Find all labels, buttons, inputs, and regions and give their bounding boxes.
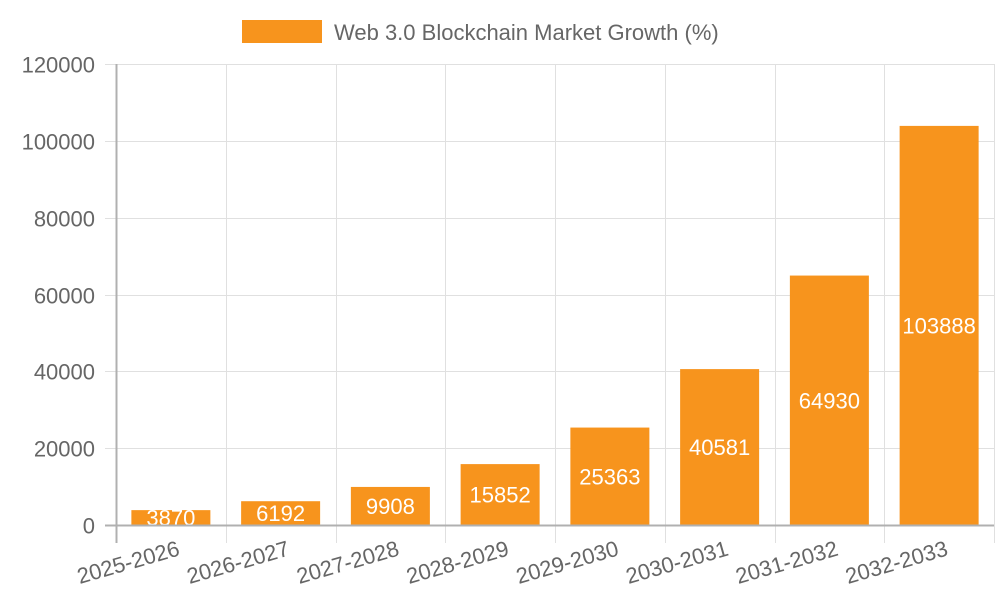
bar[interactable] [789,275,869,525]
y-tick-label: 40000 [34,360,95,385]
x-tick-label: 2028-2029 [403,536,511,589]
y-tick-label: 20000 [34,437,95,462]
y-tick-label: 120000 [22,53,95,78]
legend-swatch[interactable] [242,20,322,43]
bar-value-label: 3870 [146,506,195,531]
bar[interactable] [680,369,760,525]
bar[interactable] [460,464,540,525]
x-tick-label: 2029-2030 [513,536,621,589]
x-tick-label: 2032-2033 [842,536,950,589]
grid-lines [105,64,995,543]
y-tick-label: 80000 [34,207,95,232]
x-tick-label: 2030-2031 [623,536,731,589]
x-tick-label: 2025-2026 [74,536,182,589]
bar-value-label: 64930 [799,388,860,413]
bar-value-label: 9908 [366,494,415,519]
x-tick-label: 2026-2027 [184,536,292,589]
bar-value-label: 103888 [902,313,975,338]
bar[interactable] [241,501,321,525]
bars: 3870 6192 9908 15852 25363 40581 64930 103888 [131,125,979,531]
bar-value-label: 6192 [256,501,305,526]
legend-label[interactable]: Web 3.0 Blockchain Market Growth (%) [334,20,719,45]
bar-value-label: 15852 [470,483,531,508]
x-tick-label: 2031-2032 [733,536,841,589]
bar[interactable] [570,427,650,525]
bar[interactable] [899,125,979,525]
bar-value-label: 40581 [689,435,750,460]
x-tick-label: 2027-2028 [294,536,402,589]
y-tick-label: 60000 [34,284,95,309]
y-tick-label: 0 [83,514,95,539]
bar[interactable] [131,510,211,525]
legend[interactable]: Web 3.0 Blockchain Market Growth (%) [242,20,719,45]
bar-value-label: 25363 [579,464,640,489]
y-tick-label: 100000 [22,130,95,155]
bar[interactable] [350,486,430,525]
